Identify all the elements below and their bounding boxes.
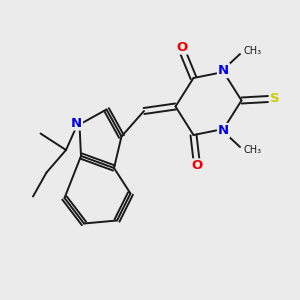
Text: N: N <box>71 116 82 130</box>
Text: S: S <box>270 92 279 106</box>
Text: N: N <box>218 64 229 77</box>
Text: CH₃: CH₃ <box>244 145 262 155</box>
Text: N: N <box>218 124 229 137</box>
Text: O: O <box>176 40 187 54</box>
Text: CH₃: CH₃ <box>244 46 262 56</box>
Text: O: O <box>191 159 202 172</box>
